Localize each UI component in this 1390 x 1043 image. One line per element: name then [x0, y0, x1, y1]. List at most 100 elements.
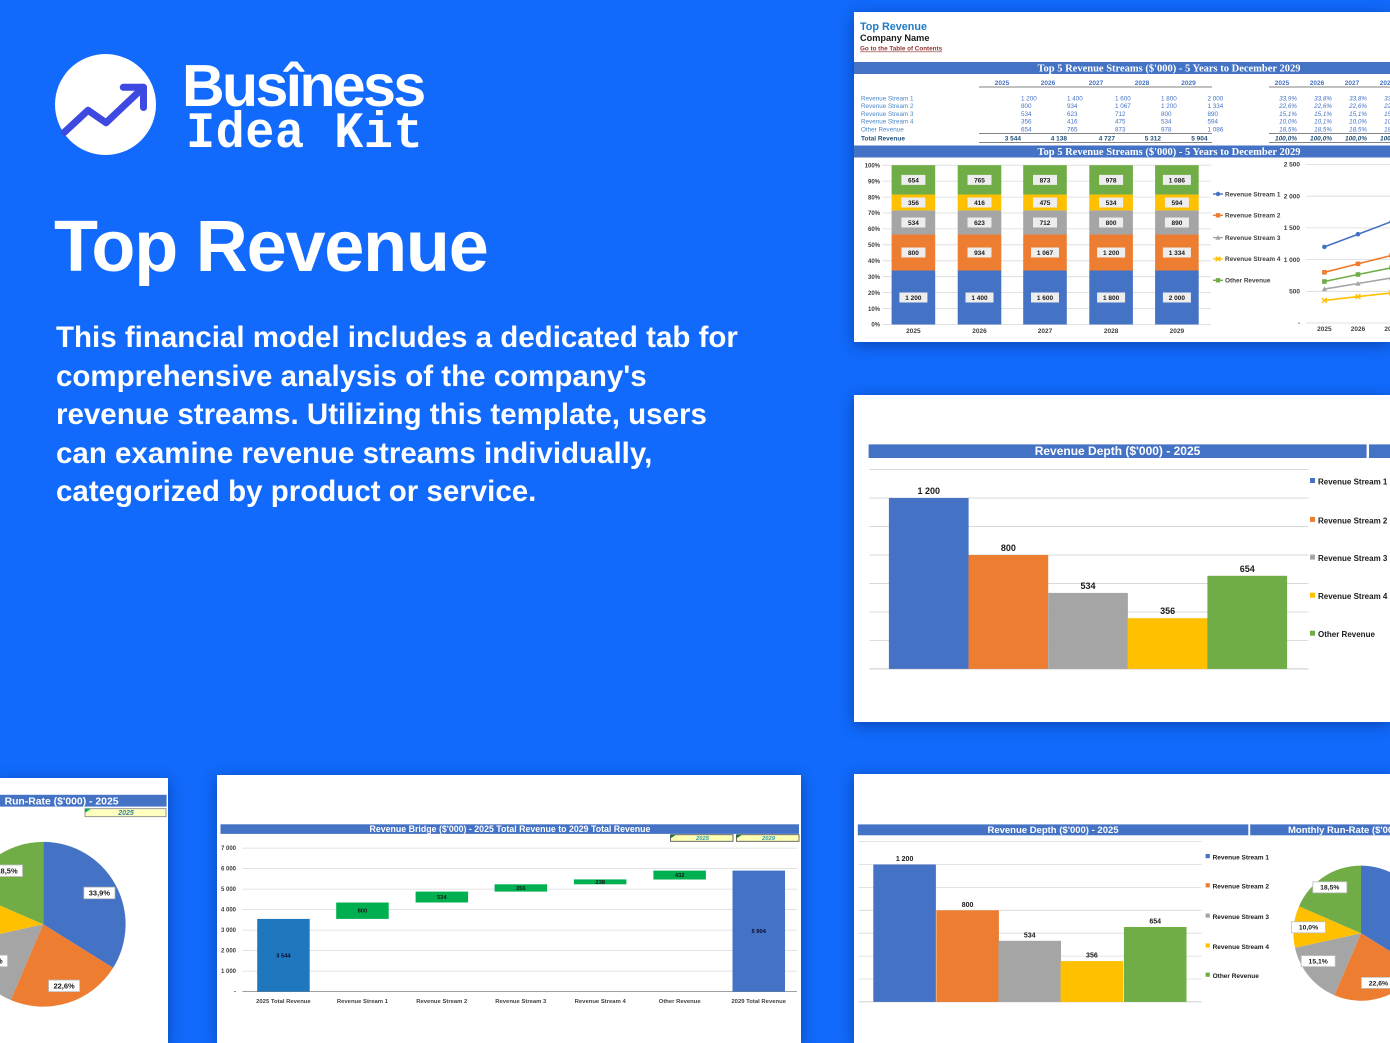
- svg-text:6 000: 6 000: [221, 867, 237, 873]
- svg-text:18,5%: 18,5%: [1279, 126, 1297, 133]
- svg-text:2029: 2029: [761, 836, 776, 842]
- svg-text:1 600: 1 600: [1115, 95, 1131, 102]
- svg-text:890: 890: [1208, 111, 1219, 118]
- svg-text:33,8%: 33,8%: [1384, 95, 1390, 102]
- svg-text:5 000: 5 000: [221, 887, 237, 893]
- svg-text:Revenue Stream 3: Revenue Stream 3: [861, 111, 914, 118]
- svg-text:Revenue Stream 1: Revenue Stream 1: [1225, 191, 1281, 198]
- svg-text:4 000: 4 000: [221, 908, 237, 914]
- svg-text:934: 934: [974, 250, 985, 257]
- svg-text:33,8%: 33,8%: [1349, 95, 1367, 102]
- svg-text:356: 356: [1160, 606, 1175, 616]
- svg-text:873: 873: [1040, 177, 1051, 184]
- svg-text:10,1%: 10,1%: [1314, 119, 1332, 126]
- svg-text:890: 890: [1171, 220, 1182, 227]
- svg-text:22,6%: 22,6%: [1348, 103, 1367, 110]
- svg-text:765: 765: [974, 177, 985, 184]
- svg-text:416: 416: [1067, 119, 1078, 126]
- svg-text:2028: 2028: [1380, 80, 1390, 87]
- svg-text:-: -: [234, 990, 236, 996]
- svg-text:534: 534: [1021, 111, 1032, 118]
- svg-text:Revenue Stream 2: Revenue Stream 2: [416, 999, 468, 1005]
- svg-text:432: 432: [675, 873, 685, 879]
- svg-text:2027: 2027: [1384, 326, 1390, 333]
- svg-text:2025: 2025: [906, 328, 921, 335]
- svg-text:15,1%: 15,1%: [1314, 111, 1332, 118]
- svg-text:Top 5 Revenue Streams ($'000): Top 5 Revenue Streams ($'000) - 5 Years …: [1037, 147, 1300, 158]
- svg-text:15,1%: 15,1%: [1349, 111, 1367, 118]
- svg-text:654: 654: [1240, 564, 1255, 574]
- svg-text:10,1%: 10,1%: [1384, 119, 1390, 126]
- svg-text:2029: 2029: [1170, 328, 1185, 335]
- svg-text:1 800: 1 800: [1103, 295, 1120, 302]
- svg-text:800: 800: [358, 909, 368, 915]
- svg-text:416: 416: [974, 200, 985, 207]
- svg-text:2027: 2027: [1038, 328, 1053, 335]
- svg-text:4 727: 4 727: [1099, 136, 1116, 143]
- svg-text:654: 654: [1149, 919, 1161, 926]
- svg-text:-: -: [1298, 320, 1300, 327]
- svg-text:Revenue Stream 4: Revenue Stream 4: [575, 999, 627, 1005]
- svg-text:2 000: 2 000: [1169, 295, 1186, 302]
- svg-text:18,5%: 18,5%: [0, 866, 18, 875]
- svg-text:10,0%: 10,0%: [1299, 925, 1318, 932]
- svg-text:Top 5 Revenue Streams ($'000): Top 5 Revenue Streams ($'000) - 5 Years …: [1037, 64, 1300, 75]
- svg-text:2025 Total Revenue: 2025 Total Revenue: [256, 999, 311, 1005]
- svg-text:5 312: 5 312: [1145, 136, 1162, 143]
- svg-text:100,0%: 100,0%: [1380, 136, 1390, 143]
- svg-text:Revenue Stream 3: Revenue Stream 3: [1213, 914, 1270, 921]
- svg-text:800: 800: [962, 902, 974, 909]
- svg-text:10,0%: 10,0%: [1279, 119, 1297, 126]
- svg-text:Revenue Stream 1: Revenue Stream 1: [1213, 854, 1270, 861]
- svg-text:33,9%: 33,9%: [89, 889, 111, 898]
- svg-text:22,6%: 22,6%: [1313, 103, 1332, 110]
- svg-text:22,6%: 22,6%: [1369, 980, 1388, 987]
- svg-text:Other Revenue: Other Revenue: [1318, 630, 1375, 639]
- svg-text:90%: 90%: [868, 179, 881, 185]
- svg-text:534: 534: [908, 220, 919, 227]
- svg-text:356: 356: [1021, 119, 1032, 126]
- svg-text:Revenue Stream 1: Revenue Stream 1: [1318, 477, 1388, 486]
- svg-text:Company Name: Company Name: [860, 33, 929, 43]
- svg-text:Revenue Stream 4: Revenue Stream 4: [861, 119, 914, 126]
- svg-text:2025: 2025: [1275, 80, 1290, 87]
- svg-text:Other Revenue: Other Revenue: [1213, 973, 1260, 980]
- svg-text:1 067: 1 067: [1115, 103, 1131, 110]
- svg-text:1 400: 1 400: [971, 295, 988, 302]
- svg-text:Monthly Run-Rate ($'000) - 202: Monthly Run-Rate ($'000) - 2025: [1288, 825, 1390, 836]
- svg-text:1 500: 1 500: [1284, 225, 1301, 232]
- svg-text:Revenue Stream 4: Revenue Stream 4: [1225, 256, 1281, 263]
- svg-text:Revenue Stream 1: Revenue Stream 1: [861, 95, 914, 102]
- svg-text:Other Revenue: Other Revenue: [659, 999, 702, 1005]
- svg-text:2025: 2025: [695, 836, 710, 842]
- svg-text:475: 475: [1040, 200, 1051, 207]
- svg-text:15,1%: 15,1%: [0, 957, 3, 966]
- svg-text:1 200: 1 200: [905, 295, 922, 302]
- svg-text:1 200: 1 200: [1103, 250, 1120, 257]
- svg-text:800: 800: [1106, 220, 1117, 227]
- svg-text:18,5%: 18,5%: [1320, 885, 1339, 892]
- svg-text:712: 712: [1040, 220, 1051, 227]
- svg-text:Revenue Stream 2: Revenue Stream 2: [1318, 516, 1388, 525]
- svg-text:712: 712: [1115, 111, 1126, 118]
- svg-text:3 544: 3 544: [276, 953, 291, 959]
- svg-text:33,9%: 33,9%: [1279, 95, 1297, 102]
- svg-text:934: 934: [1067, 103, 1078, 110]
- svg-text:534: 534: [1106, 200, 1117, 207]
- svg-text:2026: 2026: [1041, 80, 1056, 87]
- svg-text:2027: 2027: [1345, 80, 1360, 87]
- svg-text:18,5%: 18,5%: [1384, 126, 1390, 133]
- svg-text:654: 654: [908, 177, 919, 184]
- svg-text:2025: 2025: [995, 80, 1010, 87]
- svg-text:2 000: 2 000: [1208, 95, 1224, 102]
- svg-text:22,6%: 22,6%: [53, 981, 75, 990]
- svg-text:100,0%: 100,0%: [1275, 136, 1297, 143]
- svg-text:Revenue Bridge ($'000) - 2025: Revenue Bridge ($'000) - 2025 Total Reve…: [370, 824, 651, 834]
- svg-text:Revenue Stream 3: Revenue Stream 3: [495, 999, 547, 1005]
- svg-text:Run-Rate ($'000) - 2025: Run-Rate ($'000) - 2025: [5, 796, 119, 807]
- svg-text:2029 Total Revenue: 2029 Total Revenue: [731, 999, 786, 1005]
- svg-text:2025: 2025: [117, 810, 134, 817]
- svg-text:Total Revenue: Total Revenue: [861, 136, 905, 143]
- svg-text:Top Revenue: Top Revenue: [860, 21, 927, 33]
- svg-text:4 138: 4 138: [1051, 136, 1068, 143]
